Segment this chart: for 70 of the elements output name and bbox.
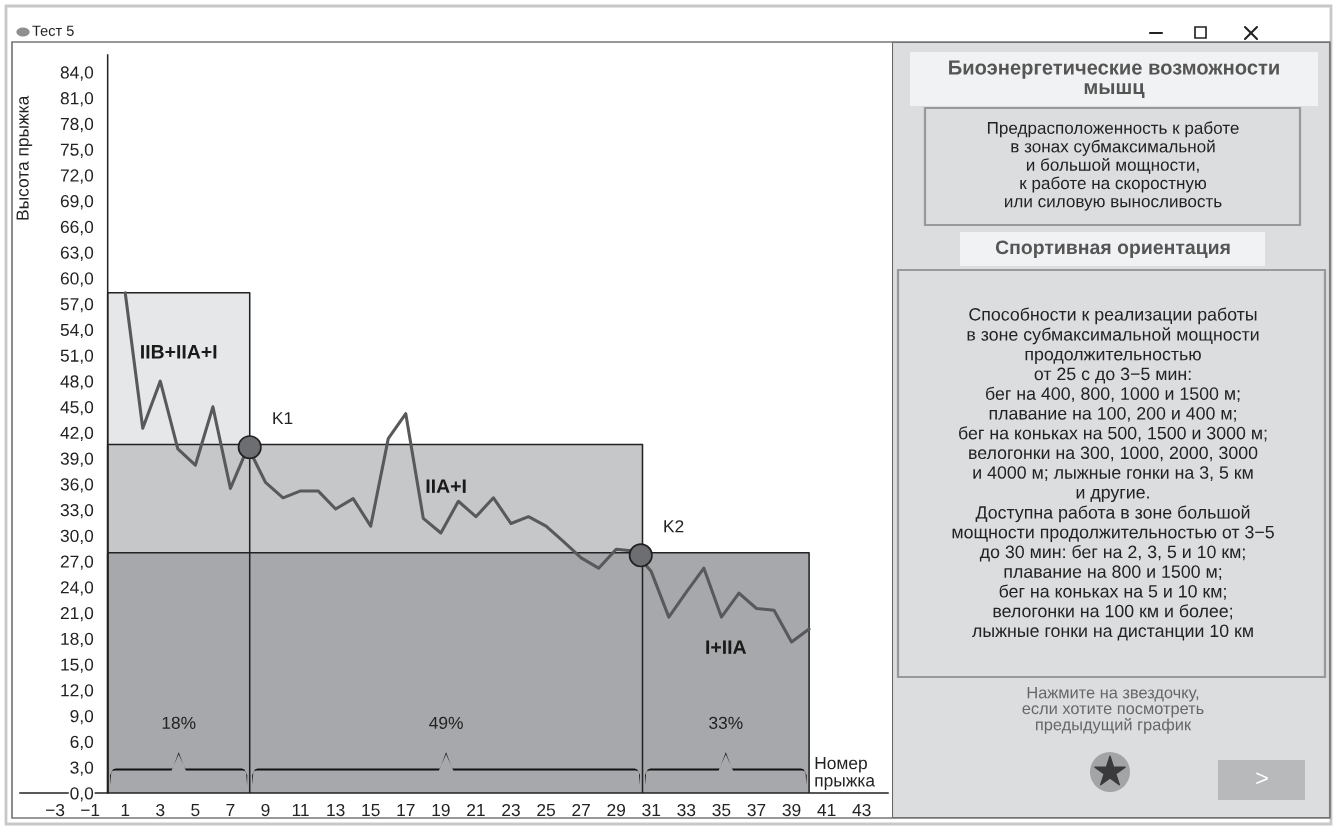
y-tick-label: 6,0: [70, 735, 94, 751]
y-tick-label: 0,0: [70, 787, 94, 802]
text: Биоэнергетические возможности мышц: [949, 60, 1279, 98]
y-tick-label: 27,0: [60, 555, 94, 570]
annotation: K1: [273, 412, 293, 425]
x-tick-label: −1: [81, 804, 100, 816]
x-tick-label: 21: [467, 803, 485, 816]
y-tick-label: 36,0: [60, 478, 94, 493]
y-tick-label: 81,0: [60, 92, 94, 107]
y-tick-label: 9,0: [70, 709, 94, 725]
annotation: 18%: [162, 716, 196, 730]
series-label: I+IIA: [706, 640, 747, 654]
x-tick-label: 9: [261, 803, 270, 817]
x-tick-label: 19: [432, 803, 450, 817]
series-label: IIB+IIA+I: [141, 345, 217, 359]
text: Нажмите на звездочку, если хотите посмотреть предыдущий график: [1022, 686, 1204, 734]
y-tick-label: 30,0: [60, 529, 94, 545]
y-tick-label: 21,0: [60, 606, 94, 622]
x-tick-label: 31: [642, 803, 661, 817]
x-tick-label: 3: [156, 803, 165, 817]
x-tick-label: 17: [397, 804, 415, 816]
y-tick-label: 60,0: [60, 272, 94, 287]
y-tick-label: 33,0: [60, 503, 94, 519]
x-tick-label: 35: [712, 803, 731, 817]
x-tick-label: 15: [362, 804, 380, 817]
y-tick-label: 48,0: [60, 375, 94, 390]
text: Способности к реализации работы в зоне субмаксимальной мощности продолжительностью от 25 с до 3−5 мин: бег на 400, 800, 1000 и 1500 м; плавание на 100, 200 и 400 м; бег на коньках на 500, 1500 и 3000 м; велогонки на 300, 1000, 2000, 3000 и 4000 м; лыжные гонки на 3, 5 км и другие. Доступна работа в зоне большой мощности продолжительностью от 3−5 до 30 мин: бег на 2, 3, 5 и 10 км; плавание на 800 и 1500 м; бег на коньках на 5 и 10 км; велогонки на 100 км и более; лыжные гонки на дистанции 10 км: [952, 307, 1274, 641]
x-tick-label: 1: [121, 804, 130, 816]
text: Спортивная ориентация: [995, 240, 1230, 259]
x-tick-label: 23: [502, 803, 520, 817]
chart-title: Тест 5: [32, 25, 74, 36]
x-tick-label: 41: [817, 804, 836, 816]
x-tick-label: 25: [537, 803, 555, 817]
x-tick-label: 11: [292, 804, 309, 816]
y-tick-label: 42,0: [60, 426, 94, 442]
x-tick-label: 29: [607, 803, 626, 817]
text: Предрасположенность к работе в зонах субмаксимальной и большой мощности, к работе на скоростную или силовую выносливость: [987, 121, 1239, 211]
y-tick-label: 57,0: [60, 298, 94, 313]
y-tick-label: 72,0: [60, 169, 94, 184]
y-tick-label: 54,0: [60, 323, 94, 339]
y-tick-label: 84,0: [60, 66, 94, 81]
x-tick-label: 13: [327, 803, 345, 817]
annotation: 33%: [709, 716, 743, 730]
annotation: K2: [664, 520, 684, 533]
y-tick-label: 24,0: [60, 581, 94, 596]
x-tick-label: 5: [191, 804, 200, 817]
x-tick-label: 43: [852, 803, 871, 817]
x-tick-label: 39: [782, 803, 801, 817]
y-tick-label: 3,0: [70, 761, 94, 776]
y-tick-label: 51,0: [60, 349, 94, 364]
y-tick-label: 69,0: [60, 195, 94, 210]
y-tick-label: 75,0: [60, 143, 94, 158]
y-tick-label: 12,0: [61, 684, 94, 699]
x-tick-label: 33: [677, 803, 696, 817]
y-tick-label: 45,0: [60, 401, 94, 416]
y-tick-label: 39,0: [60, 452, 94, 467]
series-label: IIA+I: [426, 479, 466, 493]
y-tick-label: 63,0: [60, 246, 94, 261]
x-tick-label: 7: [226, 804, 235, 816]
x-axis-title: Номер прыжка: [815, 757, 876, 791]
text: >: [1256, 772, 1268, 785]
y-axis-title: Высота прыжка: [16, 95, 33, 220]
x-tick-label: 27: [572, 803, 590, 816]
y-tick-label: 66,0: [60, 220, 94, 236]
y-tick-label: 18,0: [61, 632, 94, 648]
annotation: 49%: [429, 716, 463, 730]
x-tick-label: −3: [46, 803, 65, 817]
y-tick-label: 15,0: [61, 658, 94, 673]
y-tick-label: 78,0: [60, 117, 94, 133]
x-tick-label: 37: [747, 803, 766, 817]
